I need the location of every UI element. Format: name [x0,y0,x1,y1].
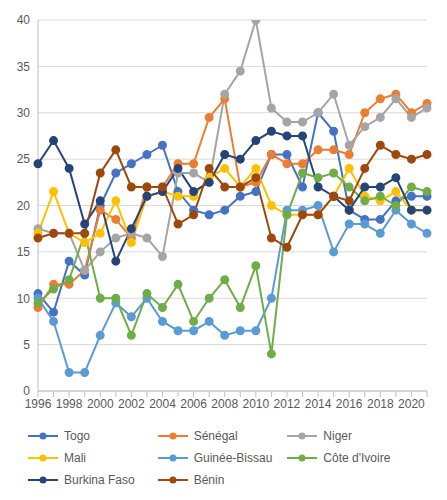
html-text:Guinée-Bissau: Guinée-Bissau [193,451,273,465]
svg-text:2002: 2002 [118,397,145,411]
svg-text:5: 5 [23,338,30,352]
svg-text:2014: 2014 [305,397,332,411]
svg-text:1998: 1998 [56,397,83,411]
svg-text:2008: 2008 [211,397,238,411]
html-text:Côte d'Ivoire: Côte d'Ivoire [323,451,391,465]
svg-text:2020: 2020 [398,397,425,411]
svg-text:0: 0 [23,384,30,398]
html-text:Burkina Faso: Burkina Faso [64,473,135,487]
html-text:Mali: Mali [64,451,86,465]
html-text:Bénin: Bénin [193,473,225,487]
svg-text:2018: 2018 [367,397,394,411]
svg-text:2010: 2010 [242,397,269,411]
html-text:Togo: Togo [64,429,90,443]
svg-text:2016: 2016 [336,397,363,411]
svg-text:30: 30 [17,106,31,120]
html-text:Sénégal: Sénégal [193,429,238,443]
svg-text:2012: 2012 [274,397,301,411]
svg-text:2004: 2004 [149,397,176,411]
svg-text:25: 25 [17,152,31,166]
svg-text:2000: 2000 [87,397,114,411]
svg-text:40: 40 [17,13,31,27]
svg-text:35: 35 [17,60,31,74]
svg-text:15: 15 [17,245,31,259]
svg-text:2006: 2006 [180,397,207,411]
svg-text:1996: 1996 [25,397,52,411]
svg-text:20: 20 [17,199,31,213]
html-text:Niger: Niger [323,429,352,443]
svg-text:10: 10 [17,292,31,306]
